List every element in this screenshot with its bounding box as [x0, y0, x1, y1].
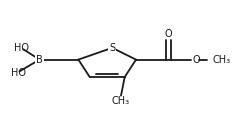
Text: B: B — [36, 55, 43, 65]
Text: CH₃: CH₃ — [112, 96, 130, 106]
Text: O: O — [193, 55, 200, 65]
Text: HO: HO — [14, 43, 29, 53]
Text: S: S — [109, 43, 115, 53]
Text: HO: HO — [11, 68, 26, 78]
Text: CH₃: CH₃ — [212, 55, 231, 65]
Text: O: O — [165, 29, 172, 39]
